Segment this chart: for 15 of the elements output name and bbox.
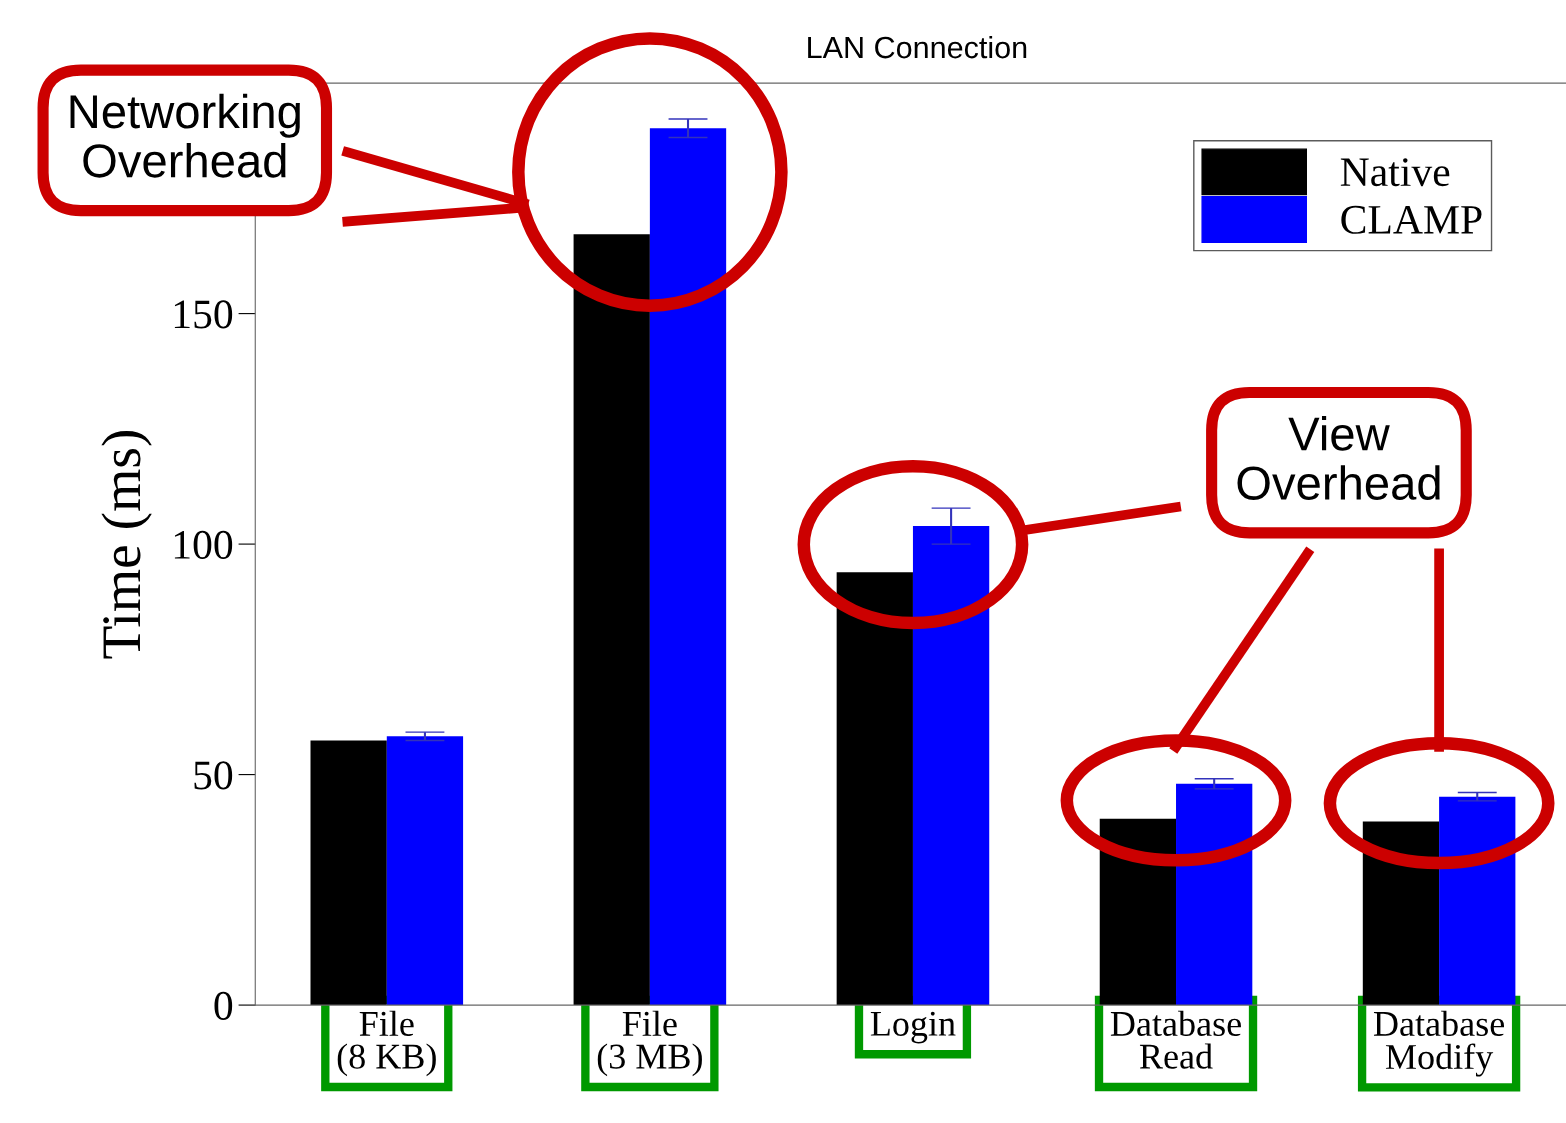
x-tick-label: Database Read [1110,1010,1241,1069]
x-tick-label: File (3 MB) [597,1010,702,1077]
y-axis-title: Time (ms) [101,431,152,659]
x-tick-label: Database Modify [1373,1010,1505,1077]
chart-title: LAN Connection [808,35,1027,59]
legend-label: CLAMP [1341,205,1482,234]
legend-label: Native [1340,158,1450,187]
y-tick-label: 150 [174,300,233,329]
y-tick-label: 0 [214,991,233,1020]
y-tick-label: 100 [174,530,233,559]
annotation: Networking Overhead [70,93,300,178]
annotation: View Overhead [1237,416,1440,500]
x-tick-label: File (8 KB) [337,1010,436,1077]
x-tick-label: Login [870,1011,956,1044]
y-tick-label: 50 [194,761,233,790]
